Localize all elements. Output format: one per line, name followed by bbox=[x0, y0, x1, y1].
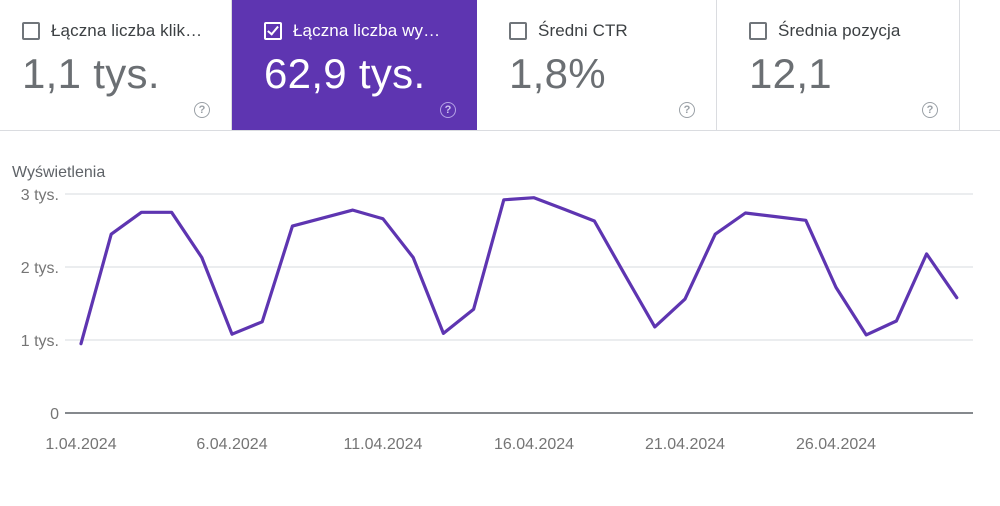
y-tick-2tys: 2 tys. bbox=[21, 260, 59, 277]
impressions-card-label: Łączna liczba wy… bbox=[293, 21, 441, 40]
impressions-checkbox-checked[interactable] bbox=[264, 22, 282, 40]
impressions-chart-svg: Wyświetlenia 3 tys. 2 tys. 1 tys. 0 1.04… bbox=[12, 164, 973, 453]
metrics-cards-row: Łączna liczba klik… 1,1 tys. ? Łączna li… bbox=[0, 0, 1000, 131]
position-card-label: Średnia pozycja bbox=[778, 21, 901, 40]
metric-card-total-impressions[interactable]: Łączna liczba wy… 62,9 tys. ? bbox=[232, 0, 477, 130]
card-header: Średnia pozycja bbox=[749, 21, 959, 41]
y-tick-3tys: 3 tys. bbox=[21, 187, 59, 204]
x-tick-1: 1.04.2024 bbox=[45, 436, 116, 453]
x-tick-26: 26.04.2024 bbox=[796, 436, 876, 453]
metric-card-total-clicks[interactable]: Łączna liczba klik… 1,1 tys. ? bbox=[0, 0, 232, 130]
metric-card-average-ctr[interactable]: Średni CTR 1,8% ? bbox=[477, 0, 717, 130]
card-header: Średni CTR bbox=[509, 21, 716, 41]
ctr-checkbox-unchecked[interactable] bbox=[509, 22, 527, 40]
impressions-polyline bbox=[79, 196, 959, 346]
position-card-value: 12,1 bbox=[749, 50, 832, 97]
chart-title: Wyświetlenia bbox=[12, 164, 105, 181]
metric-card-average-position[interactable]: Średnia pozycja 12,1 ? bbox=[717, 0, 960, 130]
cards-row-filler bbox=[960, 0, 1000, 130]
position-checkbox-unchecked[interactable] bbox=[749, 22, 767, 40]
y-axis-tick-labels: 3 tys. 2 tys. 1 tys. 0 bbox=[21, 187, 59, 423]
impressions-card-value: 62,9 tys. bbox=[264, 50, 426, 97]
x-tick-21: 21.04.2024 bbox=[645, 436, 725, 453]
horizontal-gridlines bbox=[65, 193, 973, 414]
help-icon[interactable]: ? bbox=[194, 102, 210, 118]
x-tick-11: 11.04.2024 bbox=[344, 436, 423, 453]
help-icon[interactable]: ? bbox=[679, 102, 695, 118]
clicks-card-value: 1,1 tys. bbox=[22, 50, 160, 97]
clicks-card-label: Łączna liczba klik… bbox=[51, 21, 203, 40]
x-tick-6: 6.04.2024 bbox=[196, 436, 267, 453]
x-axis-tick-labels: 1.04.2024 6.04.2024 11.04.2024 16.04.202… bbox=[45, 436, 876, 453]
ctr-card-value: 1,8% bbox=[509, 50, 606, 97]
card-header: Łączna liczba klik… bbox=[22, 21, 231, 41]
help-icon[interactable]: ? bbox=[440, 102, 456, 118]
x-tick-16: 16.04.2024 bbox=[494, 436, 574, 453]
card-header: Łączna liczba wy… bbox=[264, 21, 477, 41]
y-tick-1tys: 1 tys. bbox=[21, 333, 59, 350]
y-tick-0: 0 bbox=[50, 406, 59, 423]
impressions-chart-area[interactable]: Wyświetlenia 3 tys. 2 tys. 1 tys. 0 1.04… bbox=[0, 131, 1000, 501]
help-icon[interactable]: ? bbox=[922, 102, 938, 118]
ctr-card-label: Średni CTR bbox=[538, 21, 628, 40]
clicks-checkbox-unchecked[interactable] bbox=[22, 22, 40, 40]
